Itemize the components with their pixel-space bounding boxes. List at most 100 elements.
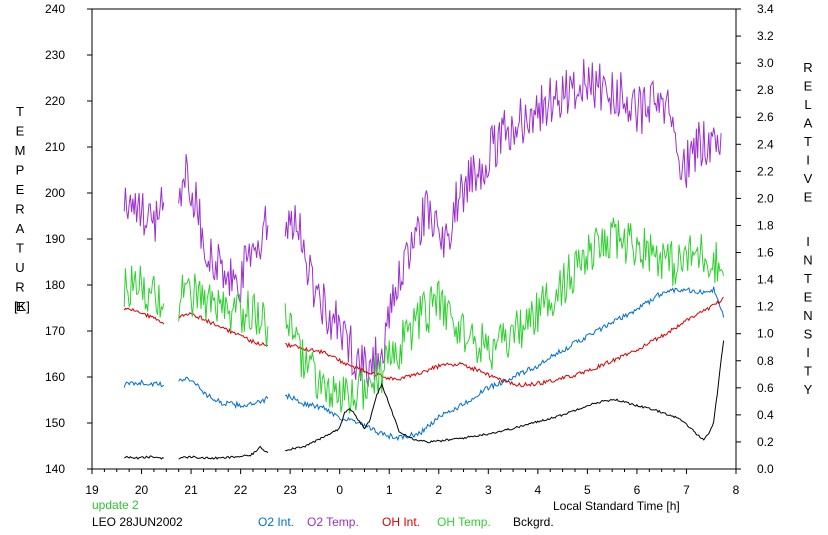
series-line-3 — [123, 265, 165, 318]
y-right-tick-label: 1.8 — [757, 218, 774, 232]
left-axis-unit: [K] — [14, 299, 30, 314]
legend-entry: OH Int. — [382, 515, 420, 529]
y-left-axis: 140 150 160 170 180 190 200 210 220 230 240 — [45, 2, 92, 476]
axis-title-letter: E — [804, 79, 813, 94]
x-tick-label: 23 — [283, 483, 297, 497]
y-right-tick-label: 3.0 — [757, 56, 774, 70]
y-left-tick-label: 170 — [45, 324, 65, 338]
y-left-tick-label: 240 — [45, 2, 65, 16]
y-right-tick-label: 2.2 — [757, 164, 774, 178]
x-tick-label: 4 — [535, 483, 542, 497]
axis-title-letter: A — [16, 221, 25, 236]
y-left-tick-label: 160 — [45, 370, 65, 384]
x-tick-label: 19 — [85, 483, 99, 497]
y-right-tick-label: 0.6 — [757, 381, 774, 395]
series-line-2 — [178, 311, 269, 347]
series-line-1 — [178, 154, 269, 303]
y-left-tick-label: 150 — [45, 416, 65, 430]
station-date: LEO 28JUN2002 — [92, 515, 183, 529]
y-left-tick-label: 220 — [45, 94, 65, 108]
axis-title-letter: E — [16, 299, 25, 314]
x-tick-label: 0 — [336, 483, 343, 497]
x-tick-label: 7 — [683, 483, 690, 497]
series-layer — [123, 59, 725, 460]
series-line-3 — [178, 273, 269, 348]
x-axis: 19 20 21 22 23 0 1 2 3 4 5 6 7 8 — [85, 469, 740, 497]
y-left-tick-label: 210 — [45, 140, 65, 154]
series-line-3 — [284, 217, 725, 414]
y-right-tick-label: 2.6 — [757, 110, 774, 124]
series-line-4 — [178, 445, 269, 460]
legend-entry: O2 Int. — [258, 515, 294, 529]
x-tick-label: 6 — [634, 483, 641, 497]
y-right-tick-label: 3.4 — [757, 2, 774, 16]
y-right-tick-label: 0.2 — [757, 435, 774, 449]
y-right-tick-label: 0.0 — [757, 462, 774, 476]
y-left-tick-label: 200 — [45, 186, 65, 200]
axis-title-letter: T — [804, 363, 812, 378]
axis-title-letter: V — [804, 171, 813, 186]
y-right-tick-label: 2.4 — [757, 137, 774, 151]
y-left-tick-label: 140 — [45, 462, 65, 476]
y-right-tick-label: 1.4 — [757, 273, 774, 287]
series-line-0 — [123, 379, 165, 388]
axis-title-letter: E — [16, 182, 25, 197]
y-right-tick-label: 0.4 — [757, 408, 774, 422]
x-tick-label: 21 — [184, 483, 198, 497]
series-line-0 — [178, 376, 269, 410]
series-line-4 — [285, 340, 725, 452]
x-tick-label: 3 — [485, 483, 492, 497]
y-right-tick-label: 2.8 — [757, 83, 774, 97]
axis-title-letter: L — [804, 97, 811, 112]
axis-title-letter: I — [806, 234, 810, 249]
series-line-2 — [285, 296, 724, 388]
axis-title-letter: R — [803, 60, 812, 75]
y-left-tick-label: 230 — [45, 48, 65, 62]
legend: O2 Int. O2 Temp. OH Int. OH Temp. Bckgrd. — [258, 515, 554, 529]
y-right-tick-label: 2.0 — [757, 191, 774, 205]
x-axis-title: Local Standard Time [h] — [553, 499, 680, 513]
y-right-tick-label: 3.2 — [757, 29, 774, 43]
axis-title-letter: T — [804, 134, 812, 149]
axis-title-letter: T — [804, 271, 812, 286]
y-left-tick-label: 180 — [45, 278, 65, 292]
y-right-axis: 0.0 0.2 0.4 0.6 0.8 1.0 1.2 1.4 1.6 1.8 2.0 2.2 2.4 2… — [736, 2, 774, 476]
axis-title-letter: T — [16, 241, 24, 256]
axis-title-letter: N — [803, 308, 812, 323]
axis-title-letter: M — [15, 143, 26, 158]
x-tick-label: 5 — [584, 483, 591, 497]
legend-entry: Bckgrd. — [513, 515, 554, 529]
axis-title-letter: S — [804, 326, 813, 341]
axis-title-letter: I — [806, 345, 810, 360]
axis-title-letter: T — [16, 104, 24, 119]
y-right-tick-label: 1.2 — [757, 300, 774, 314]
axis-title-letter: I — [806, 153, 810, 168]
axis-title-letter: R — [15, 280, 24, 295]
y-right-tick-label: 1.0 — [757, 327, 774, 341]
series-line-2 — [123, 307, 165, 325]
axis-title-letter: P — [16, 163, 25, 178]
y-right-tick-label: 0.8 — [757, 354, 774, 368]
x-tick-label: 20 — [135, 483, 149, 497]
axis-title-letter: R — [15, 202, 24, 217]
legend-entry: O2 Temp. — [307, 515, 359, 529]
axis-title-letter: U — [15, 260, 24, 275]
axis-title-letter: N — [803, 252, 812, 267]
series-line-0 — [284, 286, 725, 442]
axis-title-letter: E — [804, 190, 813, 205]
axis-title-letter: E — [804, 289, 813, 304]
y-right-tick-label: 1.6 — [757, 246, 774, 260]
series-line-1 — [284, 59, 722, 387]
axis-title-letter: E — [16, 124, 25, 139]
x-tick-label: 22 — [234, 483, 248, 497]
x-tick-label: 8 — [733, 483, 740, 497]
series-line-1 — [123, 186, 165, 242]
series-line-4 — [124, 455, 164, 460]
y-left-tick-label: 190 — [45, 232, 65, 246]
axis-title-letter: A — [804, 116, 813, 131]
x-tick-label: 2 — [435, 483, 442, 497]
x-tick-label: 1 — [386, 483, 393, 497]
